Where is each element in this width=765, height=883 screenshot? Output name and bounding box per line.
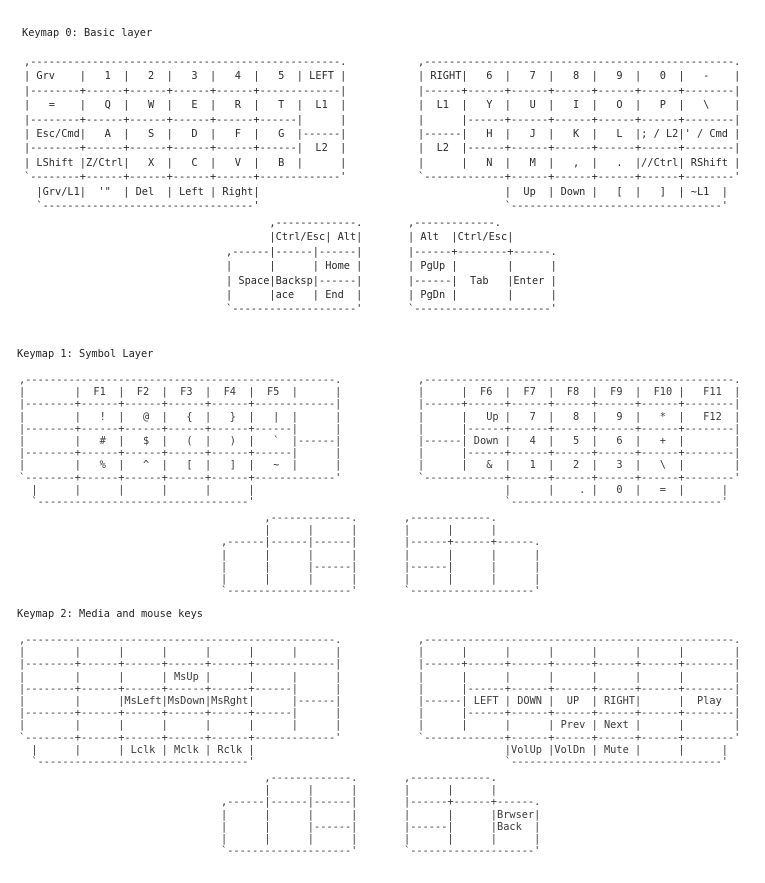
- layer-0-right-thumb-cluster: ,-------------. | Alt |Ctrl/Esc| |------…: [408, 217, 557, 316]
- layer-0-right-hand-keymap: ,---------------------------------------…: [418, 56, 741, 213]
- layer-2-left-thumb-cluster: ,-------------. | | | ,------|------|---…: [221, 772, 358, 858]
- layer-1-left-thumb-cluster: ,-------------. | | | ,------|------|---…: [221, 512, 358, 598]
- layer-1-left-hand-keymap: ,---------------------------------------…: [19, 374, 342, 509]
- layer-2-left-hand-keymap: ,---------------------------------------…: [19, 634, 342, 769]
- layer-1-title: Keymap 1: Symbol Layer: [17, 348, 154, 360]
- layer-0-left-hand-keymap: ,---------------------------------------…: [24, 56, 347, 213]
- layer-0-title: Keymap 0: Basic layer: [22, 27, 153, 39]
- layer-0-left-thumb-cluster: ,-------------. |Ctrl/Esc| Alt| ,------|…: [226, 217, 363, 316]
- layer-2-right-thumb-cluster: ,-------------. | | | |------+------+---…: [404, 772, 541, 858]
- layer-2-title: Keymap 2: Media and mouse keys: [17, 608, 203, 620]
- layer-2-right-hand-keymap: ,---------------------------------------…: [418, 634, 741, 769]
- layer-1-right-thumb-cluster: ,-------------. | | | |------+------+---…: [404, 512, 541, 598]
- layer-1-right-hand-keymap: ,---------------------------------------…: [418, 374, 741, 509]
